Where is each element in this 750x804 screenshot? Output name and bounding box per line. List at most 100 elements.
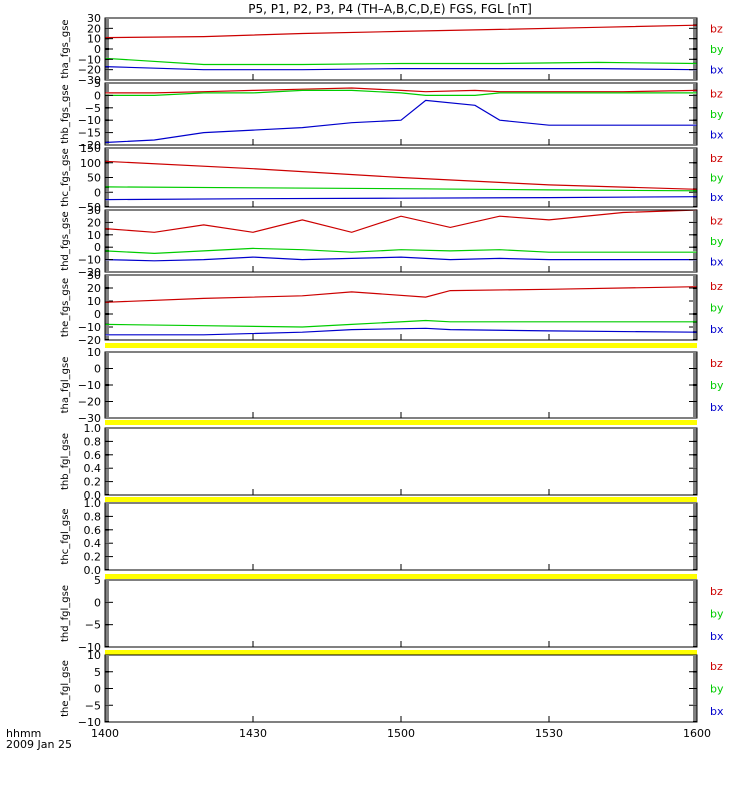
legend-bx: bx [710,630,724,643]
minor-tick-marks [105,502,697,570]
panel-the_fgl_gse: 10 5 0 −5 −10 the_fgl_gse bz by bx [60,649,724,729]
y-tick-label: 10 [87,229,101,242]
legend-bz: bz [710,280,723,293]
yellow-status-bar [105,343,697,348]
y-axis-label: the_fgs_gse [60,278,71,337]
series-line-bx [104,196,698,201]
series-line-bz [104,160,698,190]
y-tick-label: 0 [94,89,101,102]
y-tick-label: 20 [87,282,101,295]
y-tick-label: −10 [78,53,101,66]
panel-frame [104,274,698,341]
yellow-status-bar [105,574,697,579]
panel-frame [104,351,698,419]
minor-tick-marks [105,427,697,495]
x-tick-label: 1600 [683,727,711,740]
y-tick-label: −20 [78,266,101,279]
minor-tick-marks [105,274,697,340]
y-axis-label: the_fgl_gse [60,660,71,717]
y-axis-label: tha_fgs_gse [60,19,71,78]
y-tick-label: 1.0 [84,422,102,435]
panel-tha_fgl_gse: 10 0 −10 −20 −30 tha_fgl_gse bz by bx [60,346,724,425]
y-tick-label: 0.6 [84,449,102,462]
series-line-by [105,89,697,97]
series-line-bz [104,209,698,233]
y-tick-label: −5 [85,699,101,712]
yellow-status-bar [105,650,697,655]
legend-bz: bz [710,214,723,227]
legend-bx: bx [710,705,724,718]
y-tick-label: 20 [87,22,101,35]
y-tick-label: −10 [78,114,101,127]
legend-bx: bx [710,401,724,414]
y-axis-label: thc_fgl_gse [60,508,71,564]
legend-bz: bz [710,152,723,165]
legend-by: by [710,608,724,621]
series-line-by [104,186,698,192]
panel-frame [104,502,698,571]
x-axis-label-date: 2009 Jan 25 [6,738,72,751]
y-tick-label: 10 [87,649,101,662]
legend-by: by [710,302,724,315]
legend-bx: bx [710,256,724,269]
panel-thb_fgl_gse: 1.00.80.60.40.20.0 thb_fgl_gse [60,422,698,502]
panel-frame [104,427,698,496]
panel-frame [104,209,698,273]
panel-thd_fgl_gse: 5 0 −5 −10 thd_fgl_gse bz by bx [60,574,724,654]
legend-by: by [710,172,724,185]
y-tick-label: −15 [78,127,101,140]
x-axis-label-hhmm: hhmm [6,727,41,740]
legend-bz: bz [710,660,723,673]
y-tick-label: 150 [80,142,101,155]
series-line-by [104,247,697,255]
y-tick-label: −20 [78,139,101,152]
legend-bz: bz [710,585,723,598]
legend-bx: bx [710,129,724,142]
legend-by: by [710,235,724,248]
y-tick-label: 0 [94,363,101,376]
panel-frame [104,579,698,648]
y-tick-label: 0 [94,43,101,56]
y-tick-label: 0 [94,241,101,254]
minor-tick-marks [105,654,697,722]
y-tick-label: 0.2 [84,476,102,489]
y-tick-label: −30 [78,412,101,425]
y-axis-label: thd_fgs_gse [60,211,71,270]
legend-bx: bx [710,323,724,336]
legend-by: by [710,379,724,392]
series-line-bx [104,256,697,262]
x-tick-label: 1430 [239,727,267,740]
x-tick-label: 1530 [535,727,563,740]
y-tick-label: 10 [87,33,101,46]
y-tick-label: 0 [94,308,101,321]
y-tick-label: 10 [87,346,101,359]
y-tick-label: 0 [94,683,101,696]
y-tick-label: 10 [87,295,101,308]
y-tick-label: 0.0 [84,489,102,502]
legend-by: by [710,43,724,56]
yellow-status-bar [105,420,697,425]
y-tick-label: 0.2 [84,551,102,564]
y-tick-label: −20 [78,396,101,409]
y-axis-label: thb_fgs_gse [60,84,71,143]
y-tick-label: −10 [78,716,101,729]
y-tick-label: −10 [78,321,101,334]
y-tick-label: 30 [87,204,101,217]
y-tick-label: 30 [87,12,101,25]
legend-bx: bx [710,64,724,77]
y-tick-label: 0.4 [84,462,102,475]
y-tick-label: 20 [87,216,101,229]
legend-bx: bx [710,191,724,204]
minor-tick-marks [105,579,697,647]
y-tick-label: 0.6 [84,524,102,537]
y-tick-label: 1.0 [84,497,102,510]
y-tick-label: 0.8 [84,435,102,448]
y-tick-label: 0 [94,596,101,609]
minor-tick-marks [105,209,697,273]
series-line-by [104,319,697,328]
y-tick-label: −10 [78,254,101,267]
